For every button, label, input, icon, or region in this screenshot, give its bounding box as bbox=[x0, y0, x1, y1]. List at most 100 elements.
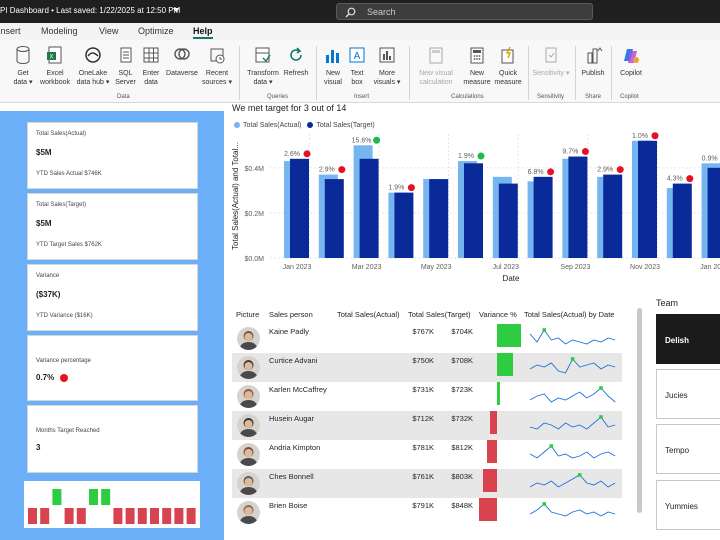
data-label: 0.9% bbox=[702, 155, 718, 162]
dataverse-button[interactable]: Dataverse bbox=[164, 45, 200, 78]
table-row[interactable]: Brien Boise $791K $848K bbox=[232, 498, 622, 527]
tab-insert[interactable]: Insert bbox=[0, 26, 21, 36]
get-data-button[interactable]: Get data ▾ bbox=[10, 45, 36, 87]
team-label: Tempo bbox=[665, 446, 690, 455]
quick-measure-button[interactable]: Quick measure bbox=[494, 45, 522, 87]
legend-dot-target bbox=[307, 122, 314, 128]
sparkline-path bbox=[529, 358, 616, 374]
search-box[interactable]: Search bbox=[336, 3, 593, 20]
search-icon bbox=[345, 7, 356, 18]
col-header-trend[interactable]: Total Sales(Actual) by Date bbox=[524, 310, 615, 319]
legend-item-actual[interactable]: Total Sales(Actual) bbox=[234, 122, 301, 129]
table-row[interactable]: Curtice Advani $750K $708K bbox=[232, 353, 622, 382]
table-row[interactable]: Andria Kimpton $781K $812K bbox=[232, 440, 622, 469]
avatar bbox=[237, 472, 260, 495]
sql-server-button[interactable]: SQL Server bbox=[113, 45, 138, 87]
bar-target bbox=[638, 140, 657, 258]
kpi-label: Months Target Reached bbox=[36, 428, 100, 434]
table-row[interactable]: Ches Bonnell $761K $803K bbox=[232, 469, 622, 498]
group-label-insert: Insert bbox=[354, 94, 370, 100]
data-label: 1.9% bbox=[388, 185, 404, 192]
team-button-tempo[interactable]: Tempo bbox=[656, 424, 720, 474]
team-button-jucies[interactable]: Jucies bbox=[656, 369, 720, 419]
sensitivity-button[interactable]: Sensitivity ▾ bbox=[532, 45, 570, 78]
sparkline-peak-marker bbox=[599, 386, 603, 390]
copilot-button[interactable]: Copilot bbox=[615, 45, 647, 78]
sales-person-name: Andria Kimpton bbox=[269, 443, 321, 452]
tab-help[interactable]: Help bbox=[193, 26, 213, 39]
x-tick-label: Jan 2023 bbox=[283, 264, 312, 271]
sparkline bbox=[529, 386, 616, 403]
data-label: 2.9% bbox=[319, 167, 335, 174]
recent-sources-label: Recent sources bbox=[202, 70, 229, 86]
table-row[interactable]: Karlen McCaffrey $731K $723K bbox=[232, 382, 622, 411]
table-scrollbar[interactable] bbox=[637, 308, 642, 513]
ribbon-separator bbox=[575, 46, 576, 100]
table-row[interactable]: Husein Augar $712K $732K bbox=[232, 411, 622, 440]
text-box-button[interactable]: A Text box bbox=[346, 45, 368, 87]
avatar bbox=[237, 443, 260, 466]
status-dot bbox=[581, 148, 589, 156]
team-button-delish[interactable]: Delish bbox=[656, 314, 720, 364]
target-missed-bar bbox=[64, 508, 74, 524]
target-met-bar bbox=[52, 489, 62, 505]
title-dropdown-icon[interactable] bbox=[173, 8, 179, 12]
onelake-button[interactable]: OneLake data hub ▾ bbox=[74, 45, 112, 87]
team-button-yummies[interactable]: Yummies bbox=[656, 480, 720, 530]
col-header-variance[interactable]: Variance % bbox=[479, 310, 517, 319]
x-tick-label: Nov 2023 bbox=[630, 264, 660, 271]
col-header-sales-person[interactable]: Sales person bbox=[269, 310, 313, 319]
team-label: Yummies bbox=[665, 502, 698, 511]
quick-measure-label: Quick measure bbox=[494, 70, 522, 86]
chart-plot: $0.0M $0.2M $0.4M 2.6% 2.9% 15.6% 1.9% 1.9% 6.8%… bbox=[231, 132, 720, 283]
target-met-mini-chart[interactable] bbox=[24, 481, 200, 528]
new-visual-calculation-button[interactable]: New visual calculation bbox=[412, 45, 460, 87]
avatar bbox=[237, 327, 260, 350]
transform-data-button[interactable]: Transform data ▾ bbox=[245, 45, 281, 87]
target-sales-value: $803K bbox=[451, 472, 473, 481]
tab-modeling[interactable]: Modeling bbox=[41, 26, 78, 36]
kpi-card-actual[interactable]: Total Sales(Actual) $5M YTD Sales Actual… bbox=[27, 122, 198, 189]
ribbon-separator bbox=[316, 46, 317, 100]
ribbon-separator bbox=[239, 46, 240, 100]
col-header-picture[interactable]: Picture bbox=[236, 310, 260, 319]
sales-person-table[interactable]: Picture Sales person Total Sales(Actual)… bbox=[232, 305, 636, 524]
target-missed-bar bbox=[76, 508, 86, 524]
more-visuals-button[interactable]: More visuals ▾ bbox=[370, 45, 404, 87]
group-label-sensitivity: Sensitivity bbox=[537, 94, 565, 100]
new-visual-button[interactable]: New visual bbox=[321, 45, 345, 87]
target-missed-bar bbox=[40, 508, 50, 524]
enter-data-button[interactable]: Enter data bbox=[139, 45, 163, 87]
col-header-target[interactable]: Total Sales(Target) bbox=[408, 310, 471, 319]
excel-workbook-button[interactable]: X Excel workbook bbox=[37, 45, 73, 87]
visual-calculation-icon bbox=[429, 47, 443, 64]
recent-sources-button[interactable]: Recent sources ▾ bbox=[201, 45, 233, 87]
status-dot bbox=[477, 152, 485, 160]
file-title[interactable]: PI Dashboard • Last saved: 1/22/2025 at … bbox=[0, 6, 181, 15]
kpi-card-variance-percentage[interactable]: Variance percentage 0.7% bbox=[27, 335, 198, 401]
y-tick-label: $0.4M bbox=[245, 166, 265, 173]
kpi-label: Total Sales(Actual) bbox=[36, 131, 87, 137]
legend-item-target[interactable]: Total Sales(Target) bbox=[307, 122, 375, 129]
kpi-card-target[interactable]: Total Sales(Target) $5M YTD Target Sales… bbox=[27, 193, 198, 260]
ribbon-separator bbox=[409, 46, 410, 100]
new-measure-button[interactable]: New measure bbox=[461, 45, 493, 87]
kpi-card-months-target[interactable]: Months Target Reached 3 bbox=[27, 405, 198, 473]
col-header-actual[interactable]: Total Sales(Actual) bbox=[337, 310, 400, 319]
ribbon-tabs: Insert Modeling View Optimize Help bbox=[0, 23, 720, 40]
kpi-card-variance[interactable]: Variance ($37K) YTD Variance ($16K) bbox=[27, 264, 198, 331]
sales-person-name: Kaine Padly bbox=[269, 327, 310, 336]
group-label-data: Data bbox=[117, 94, 130, 100]
kpi-value: ($37K) bbox=[36, 290, 61, 299]
refresh-button[interactable]: Refresh bbox=[283, 45, 309, 78]
tab-view[interactable]: View bbox=[99, 26, 119, 36]
target-sales-value: $704K bbox=[451, 327, 473, 336]
sparkline-peak-marker bbox=[599, 415, 603, 419]
table-row[interactable]: Kaine Padly $767K $704K bbox=[232, 324, 622, 353]
tab-optimize[interactable]: Optimize bbox=[138, 26, 174, 36]
publish-button[interactable]: Publish bbox=[579, 45, 607, 78]
new-visual-icon bbox=[326, 50, 339, 63]
sales-bar-chart[interactable]: We met target for 3 out of 14 Total Sale… bbox=[226, 98, 720, 286]
variance-bar-positive bbox=[497, 324, 521, 347]
more-visuals-icon bbox=[379, 47, 395, 63]
